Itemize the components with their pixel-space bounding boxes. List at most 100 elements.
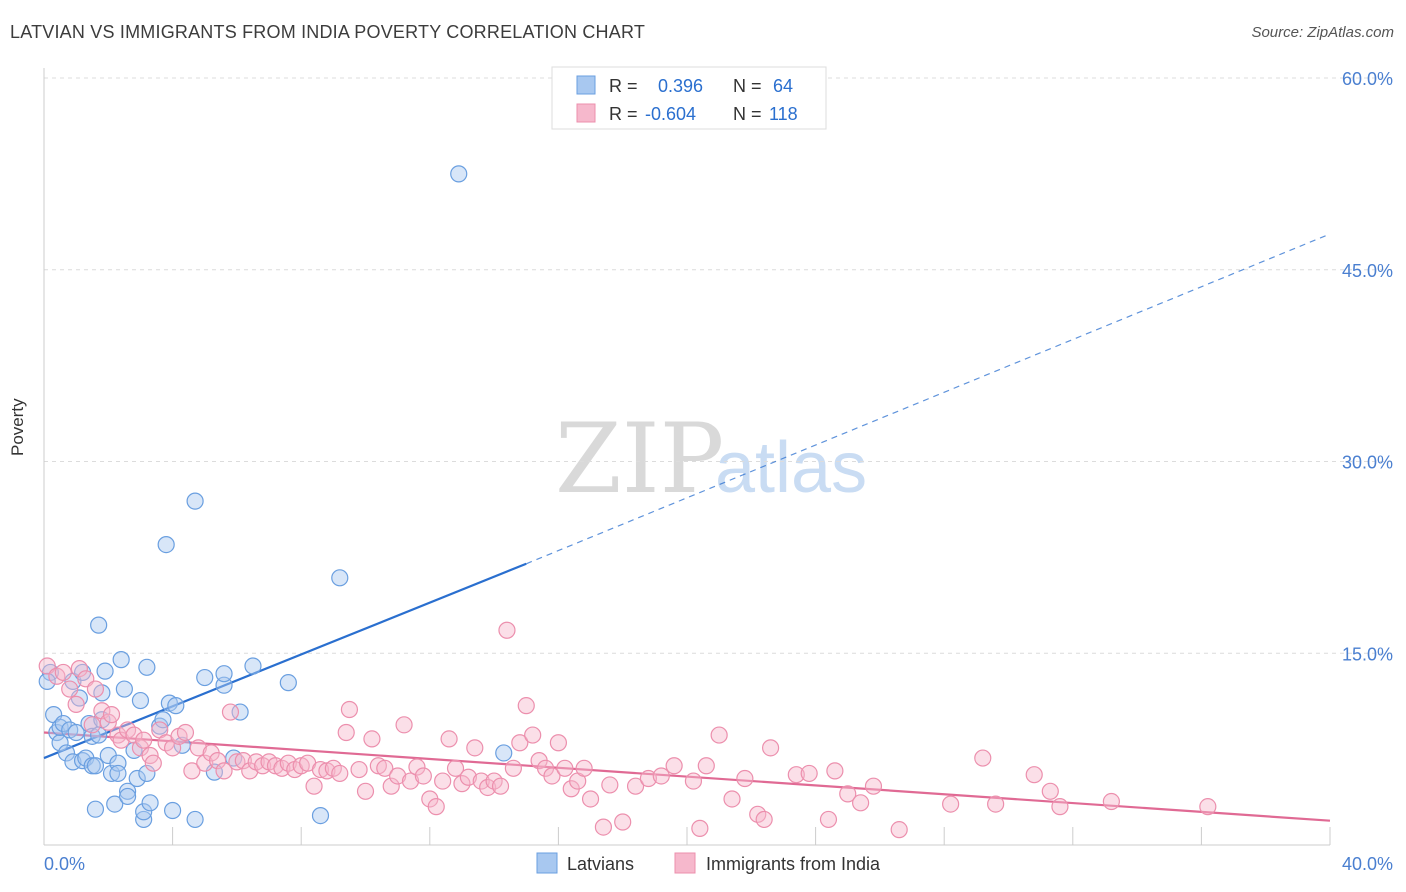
india-point-110 — [864, 777, 883, 795]
latvians-point-56 — [231, 703, 249, 721]
india-point-19 — [144, 754, 162, 772]
india-point-118 — [1199, 798, 1217, 816]
latvians-point-12 — [73, 752, 92, 770]
latvians-point-29 — [109, 764, 127, 783]
latvians-point-57 — [244, 657, 262, 675]
y-tick-label-1: 30.0% — [1342, 453, 1393, 473]
india-point-11 — [102, 706, 121, 724]
india-point-3 — [61, 680, 79, 698]
india-point-97 — [697, 757, 715, 775]
india-point-64 — [434, 772, 452, 790]
india-point-26 — [189, 739, 207, 757]
india-point-77 — [517, 697, 535, 715]
latvians-n-label: N = — [733, 76, 762, 96]
india-point-60 — [408, 758, 426, 776]
india-point-67 — [453, 775, 471, 793]
latvians-r-label: R = — [609, 76, 638, 96]
india-point-114 — [987, 795, 1005, 813]
india-point-56 — [382, 777, 400, 795]
india-point-63 — [427, 798, 445, 816]
latvians-point-35 — [128, 769, 146, 788]
india-point-13 — [112, 731, 130, 749]
india-point-99 — [723, 790, 741, 808]
latvians-point-31 — [115, 680, 133, 698]
india-point-104 — [787, 766, 805, 784]
india-point-108 — [839, 785, 857, 803]
india-point-89 — [601, 776, 619, 794]
india-r-value: -0.604 — [645, 104, 696, 124]
latvians-point-59 — [311, 806, 330, 825]
india-point-116 — [1051, 798, 1069, 816]
legend-india-label: Immigrants from India — [706, 854, 881, 874]
latvians-point-22 — [86, 800, 105, 818]
india-point-83 — [556, 759, 574, 777]
india-point-90 — [614, 813, 632, 831]
y-tick-label-0: 15.0% — [1342, 644, 1393, 664]
india-point-69 — [466, 739, 484, 757]
india-point-106 — [819, 810, 838, 829]
y-tick-label-3: 60.0% — [1342, 69, 1393, 89]
latvians-point-49 — [186, 492, 204, 510]
latvians-point-2 — [48, 723, 66, 742]
india-point-98 — [710, 726, 728, 744]
india-points — [38, 621, 1217, 839]
india-point-68 — [459, 768, 477, 786]
india-point-34 — [241, 762, 259, 780]
latvians-point-28 — [109, 754, 127, 772]
legend-india-swatch — [674, 852, 696, 874]
india-point-7 — [83, 716, 101, 734]
latvians-point-6 — [57, 744, 76, 762]
india-point-58 — [395, 716, 413, 734]
india-point-2 — [54, 663, 72, 682]
latvians-point-54 — [215, 665, 233, 683]
india-point-76 — [511, 734, 529, 752]
india-point-78 — [524, 726, 542, 744]
latvians-point-60 — [331, 569, 349, 587]
india-point-30 — [215, 762, 233, 780]
latvians-point-51 — [196, 668, 214, 687]
latvians-point-58 — [279, 674, 297, 692]
latvians-n-value: 64 — [773, 76, 793, 96]
latvians-r-value: 0.396 — [658, 76, 703, 96]
legend-latvians-swatch — [536, 852, 558, 874]
india-point-25 — [183, 762, 201, 780]
latvians-point-43 — [154, 711, 172, 729]
stats-legend: R = 0.396 N = 64 R = -0.604 N = 118 — [551, 66, 827, 130]
latvians-point-63 — [38, 672, 56, 690]
india-point-65 — [440, 730, 458, 748]
india-point-87 — [581, 790, 600, 808]
india-point-82 — [549, 734, 568, 752]
trendlines — [43, 233, 1331, 822]
x-tick-label-min: 0.0% — [44, 854, 85, 874]
watermark: ZIP atlas — [555, 403, 867, 515]
latvians-point-44 — [157, 535, 175, 554]
india-point-44 — [305, 777, 323, 795]
india-point-71 — [479, 778, 497, 797]
india-point-109 — [852, 794, 870, 812]
india-point-105 — [800, 764, 818, 783]
latvians-swatch — [576, 75, 596, 95]
axes — [43, 68, 1331, 846]
india-point-74 — [498, 621, 516, 639]
latvians-point-47 — [167, 697, 185, 715]
chart-title: LATVIAN VS IMMIGRANTS FROM INDIA POVERTY… — [10, 22, 646, 42]
india-n-label: N = — [733, 104, 762, 124]
latvians-trendline-extension — [526, 233, 1331, 565]
india-point-52 — [356, 782, 375, 800]
latvians-point-36 — [131, 691, 150, 710]
watermark-zip: ZIP — [555, 403, 724, 515]
india-point-55 — [376, 759, 394, 777]
india-point-95 — [684, 772, 703, 790]
india-point-73 — [491, 777, 510, 795]
india-point-32 — [228, 753, 246, 771]
india-point-31 — [221, 703, 240, 721]
tick-labels: 15.0% 30.0% 45.0% 60.0% 0.0% 40.0% — [44, 69, 1393, 874]
india-point-112 — [942, 795, 960, 813]
india-point-100 — [736, 769, 754, 788]
latvians-trendline — [43, 562, 527, 760]
series-legend: Latvians Immigrants from India — [536, 852, 881, 874]
india-point-27 — [196, 754, 214, 772]
latvians-point-19 — [90, 616, 108, 634]
india-point-113 — [974, 749, 992, 767]
